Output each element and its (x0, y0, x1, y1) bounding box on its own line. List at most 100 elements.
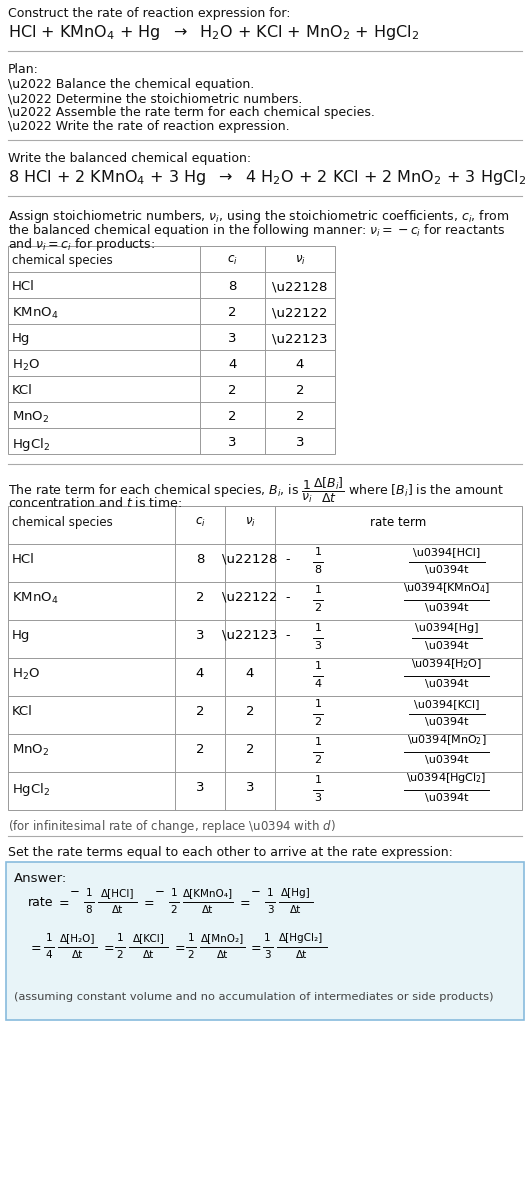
Text: \u2022 Write the rate of reaction expression.: \u2022 Write the rate of reaction expres… (8, 120, 289, 132)
Text: HgCl$_2$: HgCl$_2$ (12, 781, 50, 798)
Text: 3: 3 (196, 628, 204, 642)
Text: 1: 1 (314, 585, 322, 595)
Text: 1: 1 (267, 889, 273, 898)
Text: \u0394t: \u0394t (425, 603, 468, 613)
Text: -: - (286, 591, 290, 604)
Text: -: - (286, 630, 290, 643)
Text: 1: 1 (314, 547, 322, 557)
Text: 8: 8 (228, 281, 237, 293)
Text: 2: 2 (228, 411, 237, 423)
Text: 1: 1 (171, 889, 178, 898)
Text: \u0394t: \u0394t (425, 755, 468, 765)
Text: 2: 2 (196, 706, 204, 718)
Text: 2: 2 (314, 718, 322, 727)
Text: 3: 3 (246, 781, 254, 793)
Text: rate: rate (28, 896, 54, 909)
Text: \u2022 Assemble the rate term for each chemical species.: \u2022 Assemble the rate term for each c… (8, 106, 375, 119)
Text: \u0394[Hg]: \u0394[Hg] (415, 622, 478, 633)
Text: 3: 3 (314, 641, 322, 651)
Text: 2: 2 (188, 950, 195, 960)
Text: \u22128: \u22128 (272, 281, 328, 293)
Text: rate term: rate term (370, 517, 427, 529)
Text: 1: 1 (46, 933, 52, 943)
FancyBboxPatch shape (6, 862, 524, 1020)
Text: 2: 2 (228, 306, 237, 319)
Text: KCl: KCl (12, 706, 33, 718)
Text: HCl + KMnO$_4$ + Hg  $\rightarrow$  H$_2$O + KCl + MnO$_2$ + HgCl$_2$: HCl + KMnO$_4$ + Hg $\rightarrow$ H$_2$O… (8, 23, 419, 42)
Text: Δt: Δt (112, 905, 123, 915)
Text: $c_i$: $c_i$ (227, 254, 238, 267)
Text: $=$: $=$ (28, 940, 42, 954)
Text: (assuming constant volume and no accumulation of intermediates or side products): (assuming constant volume and no accumul… (14, 992, 493, 1002)
Text: Δ[KCl]: Δ[KCl] (132, 933, 164, 943)
Text: \u0394[HgCl$_2$]: \u0394[HgCl$_2$] (407, 771, 487, 785)
Text: $c_i$: $c_i$ (195, 517, 205, 529)
Text: 3: 3 (196, 781, 204, 793)
Text: The rate term for each chemical species, $B_i$, is $\dfrac{1}{\nu_i}\dfrac{\Delt: The rate term for each chemical species,… (8, 476, 505, 506)
Bar (8, 506, 522, 810)
Text: $=$: $=$ (237, 896, 251, 909)
Text: 1: 1 (314, 700, 322, 709)
Text: 8 HCl + 2 KMnO$_4$ + 3 Hg  $\rightarrow$  4 H$_2$O + 2 KCl + 2 MnO$_2$ + 3 HgCl$: 8 HCl + 2 KMnO$_4$ + 3 Hg $\rightarrow$ … (8, 169, 526, 187)
Text: Plan:: Plan: (8, 63, 39, 76)
Text: 4: 4 (296, 358, 304, 371)
Text: H$_2$O: H$_2$O (12, 667, 40, 683)
Text: \u22122: \u22122 (222, 591, 278, 604)
Text: 4: 4 (196, 667, 204, 680)
Text: 2: 2 (117, 950, 123, 960)
Text: -: - (286, 554, 290, 567)
Text: Δ[MnO₂]: Δ[MnO₂] (201, 933, 244, 943)
Text: $=$: $=$ (101, 940, 114, 954)
Text: Δt: Δt (296, 950, 307, 960)
Text: 2: 2 (196, 743, 204, 756)
Text: 4: 4 (246, 667, 254, 680)
Text: KMnO$_4$: KMnO$_4$ (12, 306, 58, 321)
Text: \u0394[KMnO$_4$]: \u0394[KMnO$_4$] (403, 582, 490, 595)
Text: KCl: KCl (12, 384, 33, 397)
Text: (for infinitesimal rate of change, replace \u0394 with $d$): (for infinitesimal rate of change, repla… (8, 818, 335, 836)
Text: \u0394[H$_2$O]: \u0394[H$_2$O] (411, 657, 482, 671)
Text: $\nu_i$: $\nu_i$ (295, 254, 305, 267)
Text: 2: 2 (296, 384, 304, 397)
Text: 2: 2 (246, 706, 254, 718)
Text: Δt: Δt (143, 950, 154, 960)
Text: Δ[HCl]: Δ[HCl] (101, 889, 134, 898)
Text: 1: 1 (117, 933, 123, 943)
Text: 1: 1 (86, 889, 92, 898)
Text: Δ[KMnO₄]: Δ[KMnO₄] (183, 889, 233, 898)
Text: 3: 3 (314, 793, 322, 803)
Text: \u22123: \u22123 (272, 332, 328, 346)
Text: 2: 2 (296, 411, 304, 423)
Bar (8, 246, 335, 454)
Text: Write the balanced chemical equation:: Write the balanced chemical equation: (8, 152, 251, 165)
Text: 3: 3 (228, 332, 237, 346)
Text: 3: 3 (267, 905, 273, 915)
Text: 8: 8 (86, 905, 92, 915)
Text: chemical species: chemical species (12, 254, 113, 267)
Text: 1: 1 (314, 737, 322, 746)
Text: 2: 2 (314, 603, 322, 613)
Text: Δt: Δt (217, 950, 228, 960)
Text: Construct the rate of reaction expression for:: Construct the rate of reaction expressio… (8, 7, 290, 20)
Text: HgCl$_2$: HgCl$_2$ (12, 436, 50, 453)
Text: 1: 1 (314, 775, 322, 785)
Text: 2: 2 (314, 755, 322, 765)
Text: Set the rate terms equal to each other to arrive at the rate expression:: Set the rate terms equal to each other t… (8, 846, 453, 858)
Text: HCl: HCl (12, 553, 35, 566)
Text: \u22128: \u22128 (222, 553, 278, 566)
Text: HCl: HCl (12, 281, 35, 293)
Text: Δt: Δt (72, 950, 83, 960)
Text: \u22122: \u22122 (272, 306, 328, 319)
Text: \u0394t: \u0394t (425, 565, 468, 576)
Text: MnO$_2$: MnO$_2$ (12, 411, 49, 425)
Text: Hg: Hg (12, 332, 30, 346)
Text: Assign stoichiometric numbers, $\nu_i$, using the stoichiometric coefficients, $: Assign stoichiometric numbers, $\nu_i$, … (8, 208, 509, 225)
Text: \u22123: \u22123 (222, 628, 278, 642)
Text: −: − (70, 885, 80, 898)
Text: Δ[HgCl₂]: Δ[HgCl₂] (279, 933, 324, 943)
Text: 4: 4 (228, 358, 237, 371)
Text: $\nu_i$: $\nu_i$ (244, 517, 255, 529)
Text: 3: 3 (296, 436, 304, 449)
Text: $=$: $=$ (56, 896, 69, 909)
Text: \u0394t: \u0394t (425, 679, 468, 689)
